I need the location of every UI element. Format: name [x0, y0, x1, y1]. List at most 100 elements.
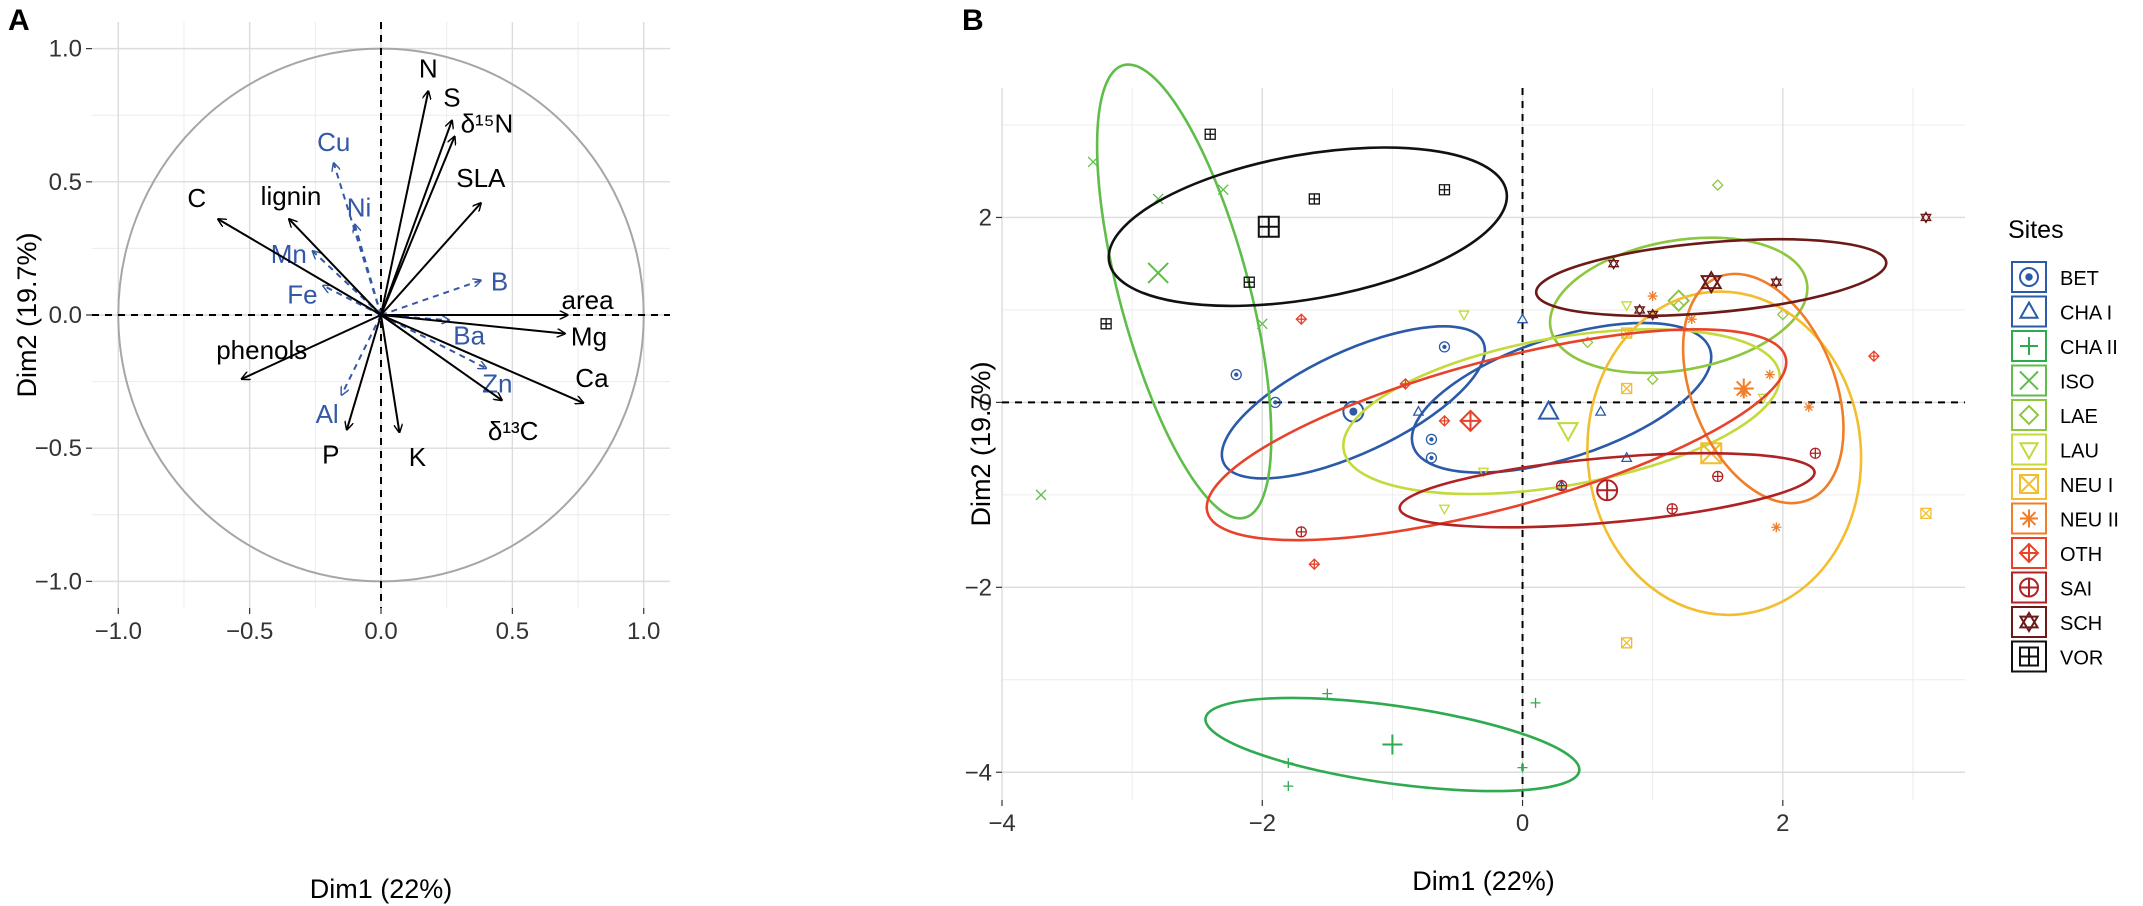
point-marker: [1620, 382, 1633, 395]
y-axis-title: Dim2 (19.7%): [12, 232, 42, 397]
marker-stroke: [1620, 637, 1633, 649]
marker-stroke: [1597, 480, 1618, 501]
marker-stroke: [2019, 646, 2039, 667]
point-marker: [2018, 611, 2040, 633]
x-tick-label: 2: [1776, 810, 1789, 837]
marker-stroke: [1733, 378, 1754, 399]
legend-item: CHA I: [2011, 295, 2112, 328]
vector-arrow: [242, 314, 382, 379]
legend-key: [2011, 399, 2047, 431]
series-iso: [1035, 63, 1273, 520]
vector-arrow: [289, 219, 382, 316]
marker-stroke: [1283, 781, 1294, 792]
marker-stroke: [1429, 437, 1434, 442]
marker-stroke: [1647, 291, 1658, 302]
marker-stroke: [1607, 260, 1620, 270]
point-marker: [1596, 479, 1619, 502]
y-tick-label: −1.0: [35, 568, 82, 595]
point-marker: [1607, 257, 1620, 270]
marker-stroke: [1771, 522, 1782, 533]
vector-label: Fe: [287, 280, 317, 310]
series-oth: [1205, 313, 1880, 571]
point-marker: [1035, 489, 1047, 501]
x-tick-label: 0.0: [364, 618, 397, 645]
x-tick-label: 0.5: [496, 618, 529, 645]
point-marker: [1770, 275, 1783, 289]
marker-stroke: [1458, 310, 1470, 321]
legend-label: NEU II: [2060, 510, 2119, 532]
vector-arrow: [380, 121, 452, 316]
point-marker: [1699, 270, 1723, 295]
point-marker: [1920, 507, 1932, 520]
confidence-ellipse: [1681, 272, 1845, 505]
legend-label: VOR: [2060, 648, 2103, 670]
point-marker: [1537, 399, 1560, 420]
marker-stroke: [1620, 301, 1633, 312]
y-tick-label: −2: [965, 574, 992, 601]
marker-stroke: [1308, 193, 1320, 205]
marker-stroke: [1699, 270, 1723, 290]
point-marker: [2019, 577, 2039, 598]
point-marker: [2018, 442, 2040, 461]
marker-stroke: [1273, 400, 1278, 405]
marker-stroke: [1438, 504, 1451, 516]
point-marker: [1620, 301, 1633, 312]
point-marker: [1257, 215, 1280, 238]
confidence-ellipse: [1095, 63, 1273, 520]
x-tick-label: −0.5: [226, 618, 273, 645]
legend-label: BET: [2060, 268, 2099, 290]
vector-arrow: [380, 280, 481, 316]
point-marker: [1458, 310, 1470, 321]
series-lau: [1342, 301, 1782, 516]
marker-stroke: [1412, 405, 1425, 416]
vector-arrow: [380, 314, 583, 403]
marker-stroke: [1633, 306, 1646, 317]
marker-stroke: [1607, 257, 1620, 268]
legend-item: VOR: [2011, 640, 2103, 673]
panel-letter-b: B: [962, 4, 984, 37]
vector-arrow: [380, 203, 481, 316]
marker-stroke: [1803, 402, 1814, 413]
vector-label: Ca: [575, 363, 609, 393]
marker-stroke: [2019, 474, 2039, 494]
marker-stroke: [1442, 344, 1447, 350]
y-tick-label: 0.0: [49, 302, 82, 329]
marker-stroke: [1204, 128, 1216, 140]
marker-stroke: [1711, 179, 1724, 192]
point-marker: [1556, 422, 1580, 443]
vector-label: area: [562, 285, 615, 315]
marker-stroke: [1035, 489, 1047, 501]
vector-label: Zn: [482, 368, 512, 398]
point-marker: [2019, 370, 2039, 391]
legend-item: NEU I: [2011, 468, 2113, 500]
series-cha-i: [1410, 312, 1713, 490]
x-tick-label: −1.0: [95, 618, 142, 645]
point-marker: [2018, 404, 2040, 426]
marker-stroke: [1296, 526, 1307, 537]
legend-item: SCH: [2011, 606, 2102, 638]
point-marker: [2018, 300, 2040, 319]
point-marker: [1477, 467, 1490, 479]
point-marker: [1517, 762, 1528, 773]
marker-stroke: [2020, 337, 2038, 355]
point-marker: [1204, 128, 1216, 140]
marker-stroke: [2018, 615, 2040, 633]
confidence-ellipse: [1410, 321, 1713, 474]
vector-label: lignin: [261, 181, 322, 211]
vector-arrow: [380, 137, 455, 316]
point-marker: [1217, 184, 1229, 196]
marker-stroke: [1764, 369, 1775, 380]
point-marker: [2019, 646, 2039, 667]
marker-stroke: [2018, 300, 2040, 319]
marker-stroke: [1459, 409, 1482, 433]
marker-stroke: [1770, 275, 1783, 286]
point-marker: [1243, 276, 1255, 288]
point-marker: [1594, 405, 1607, 416]
vector-label: Cu: [317, 127, 350, 157]
vector-label: Ni: [347, 192, 372, 222]
confidence-ellipse: [1204, 696, 1581, 793]
confidence-ellipse: [1342, 327, 1782, 496]
vector-arrow: [347, 314, 382, 430]
confidence-ellipse: [1107, 146, 1509, 308]
